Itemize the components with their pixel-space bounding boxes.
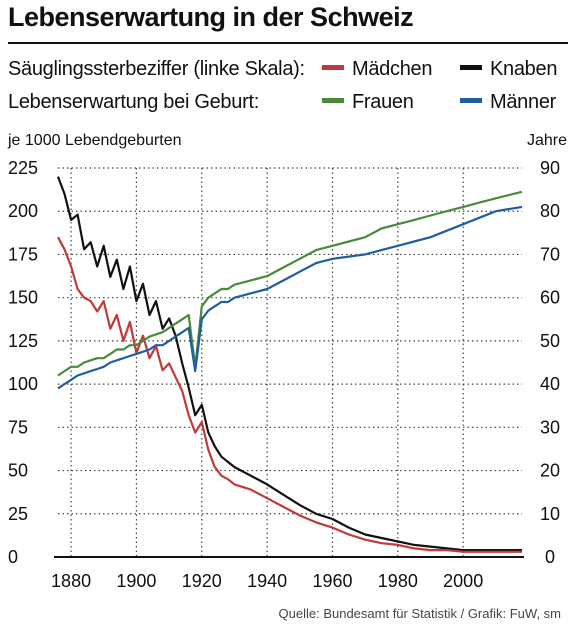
legend-label-knaben: Knaben: [490, 58, 558, 80]
left-tick-label: 0: [8, 547, 18, 567]
legend-item-knaben: Knaben: [460, 58, 557, 81]
legend-row2-label: Lebenserwartung bei Geburt:: [8, 91, 259, 113]
x-tick-label: 1940: [247, 571, 287, 591]
x-tick-label: 1880: [51, 571, 91, 591]
legend-item-maedchen: Mädchen: [322, 58, 432, 81]
source-note: Quelle: Bundesamt für Statistik / Grafik…: [278, 606, 561, 621]
right-tick-label: 70: [540, 244, 560, 264]
right-tick-label: 10: [540, 504, 560, 524]
right-tick-label: 80: [540, 201, 560, 221]
right-tick-label: 60: [540, 288, 560, 308]
right-tick-label: 20: [540, 461, 560, 481]
series-lines: [56, 176, 523, 553]
legend-row1-label: Säuglingssterbeziffer (linke Skala):: [8, 58, 305, 80]
left-axis-unit: je 1000 Lebendgeburten: [8, 132, 182, 149]
chart-title: Lebenserwartung in der Schweiz: [8, 2, 414, 32]
right-tick-label: 40: [540, 374, 560, 394]
legend-item-maenner: Männer: [460, 91, 556, 114]
legend-swatch-knaben: [460, 65, 482, 71]
x-tick-label: 1980: [378, 571, 418, 591]
right-tick-label: 90: [540, 158, 560, 178]
left-tick-label: 225: [8, 158, 38, 178]
right-tick-label: 0: [545, 547, 555, 567]
series-line-mädchen: [57, 236, 522, 553]
right-axis-unit: Jahre: [526, 132, 567, 149]
legend-swatch-maedchen: [322, 65, 344, 71]
legend-item-frauen: Frauen: [322, 91, 414, 114]
left-tick-label: 100: [8, 374, 38, 394]
left-tick-label: 25: [8, 504, 28, 524]
legend-swatch-maenner: [460, 98, 482, 104]
left-tick-label: 50: [8, 461, 28, 481]
left-tick-label: 75: [8, 417, 28, 437]
legend-label-frauen: Frauen: [352, 91, 414, 113]
x-tick-label: 1900: [116, 571, 156, 591]
right-tick-label: 50: [540, 331, 560, 351]
x-tick-label: 2000: [443, 571, 483, 591]
tick-labels: 0 0 25 10 50 20 75 30 100 40 125 50 150 60 175 70 200 80 2…: [8, 158, 560, 591]
right-tick-label: 30: [540, 417, 560, 437]
series-line-knaben: [56, 176, 522, 552]
title-rule: [8, 42, 568, 44]
x-tick-label: 1960: [312, 571, 352, 591]
left-tick-label: 150: [8, 288, 38, 308]
left-tick-label: 175: [8, 244, 38, 264]
x-tick-label: 1920: [182, 571, 222, 591]
series-line-frauen: [57, 190, 523, 377]
left-tick-label: 125: [8, 331, 38, 351]
series-line-männer: [57, 205, 523, 390]
legend-label-maenner: Männer: [490, 91, 557, 113]
left-tick-label: 200: [8, 201, 38, 221]
legend-label-maedchen: Mädchen: [352, 58, 433, 80]
legend-swatch-frauen: [322, 98, 344, 104]
grid-lines: [58, 167, 522, 557]
